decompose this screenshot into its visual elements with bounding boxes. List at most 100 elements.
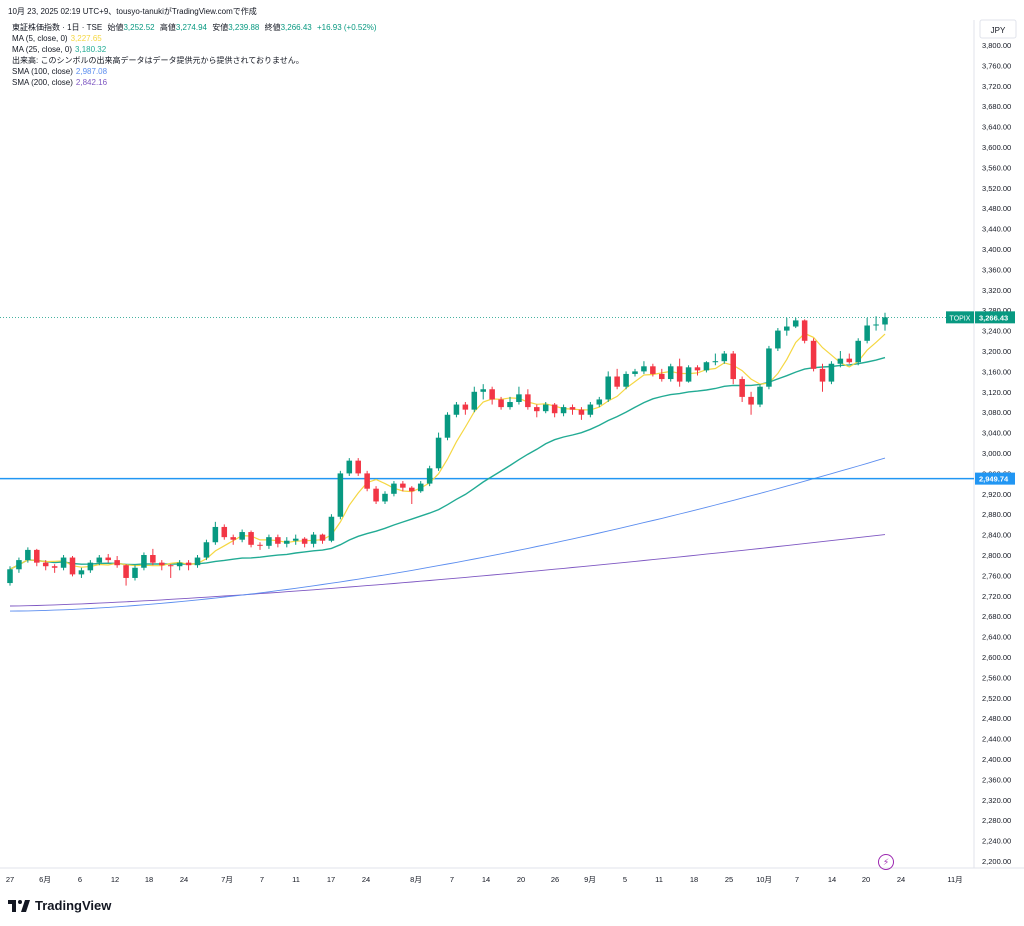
- candle-body: [42, 562, 49, 567]
- y-tick-label: 2,200.00: [982, 857, 1011, 866]
- candle-body: [730, 353, 736, 380]
- candle-body: [739, 379, 745, 397]
- y-tick-label: 3,160.00: [982, 367, 1011, 376]
- candle-body: [212, 526, 219, 543]
- x-tick-label: 24: [180, 875, 188, 884]
- y-tick-label: 2,480.00: [982, 714, 1011, 723]
- high-value: 3,274.94: [175, 23, 207, 32]
- y-tick-label: 3,520.00: [982, 184, 1011, 193]
- candle-body: [712, 361, 719, 363]
- y-tick-label: 3,560.00: [982, 163, 1011, 172]
- y-tick-label: 3,000.00: [982, 449, 1011, 458]
- indicator-ma25-label: MA (25, close, 0): [12, 45, 73, 54]
- tradingview-logo-icon: [8, 899, 30, 912]
- sma200-line: [9, 534, 886, 607]
- y-tick-label: 3,040.00: [982, 429, 1011, 438]
- x-tick-label: 7: [450, 875, 454, 884]
- y-tick-label: 2,720.00: [982, 592, 1011, 601]
- candle-body: [34, 549, 40, 563]
- candle-body: [444, 414, 451, 438]
- change-value: +16.93 (+0.52%): [316, 23, 377, 32]
- x-tick-label: 11月: [947, 875, 962, 884]
- indicator-sma100[interactable]: SMA (100, close) 2,987.08: [12, 66, 377, 77]
- candle-body: [882, 317, 888, 325]
- indicator-sma200-label: SMA (200, close): [12, 78, 73, 87]
- candle-body: [105, 557, 111, 561]
- open-label: 始値: [107, 23, 124, 32]
- close-value: 3,266.43: [280, 23, 312, 32]
- y-tick-label: 3,320.00: [982, 286, 1011, 295]
- candle-body: [587, 404, 594, 415]
- candle-body: [194, 557, 201, 566]
- y-tick-label: 3,200.00: [982, 347, 1011, 356]
- candle-body: [516, 394, 522, 402]
- candle-body: [641, 366, 647, 372]
- last-price-tag: [975, 311, 1015, 324]
- candle-body: [51, 566, 58, 568]
- y-tick-label: 2,520.00: [982, 694, 1011, 703]
- y-tick-label: 2,560.00: [982, 673, 1011, 682]
- candle-body: [203, 542, 210, 558]
- y-tick-label: 2,840.00: [982, 531, 1011, 540]
- candle-body: [292, 538, 299, 541]
- currency-label: JPY: [991, 26, 1006, 35]
- candle-body: [25, 549, 31, 561]
- candle-body: [257, 544, 263, 546]
- x-tick-label: 6: [78, 875, 82, 884]
- x-tick-label: 17: [327, 875, 335, 884]
- candle-body: [16, 560, 22, 570]
- chart-attribution: 10月 23, 2025 02:19 UTC+9、tousyo-tanukiがT…: [8, 7, 257, 16]
- candle-body: [417, 483, 424, 492]
- y-tick-label: 2,920.00: [982, 490, 1011, 499]
- symbol-name[interactable]: 東証株価指数 · 1日 · TSE: [12, 23, 103, 32]
- candle-body: [132, 567, 138, 578]
- y-tick-label: 2,280.00: [982, 816, 1011, 825]
- ma25-line: [9, 356, 886, 570]
- lightning-icon[interactable]: ⚡: [878, 854, 894, 870]
- symbol-ohlc-row[interactable]: 東証株価指数 · 1日 · TSE 始値3,252.52 高値3,274.94 …: [12, 22, 377, 33]
- x-tick-label: 10月: [756, 875, 772, 884]
- y-tick-label: 3,600.00: [982, 143, 1011, 152]
- indicator-volume[interactable]: 出来高: このシンボルの出来高データはデータ提供元から提供されておりません。: [12, 55, 377, 66]
- candle-body: [873, 324, 879, 326]
- y-tick-label: 3,720.00: [982, 82, 1011, 91]
- horizontal-line-price-tag: [975, 472, 1015, 485]
- y-tick-label: 3,760.00: [982, 61, 1011, 70]
- candle-body: [275, 537, 281, 544]
- indicator-ma5-label: MA (5, close, 0): [12, 34, 68, 43]
- candle-body: [96, 557, 103, 563]
- candle-body: [185, 562, 192, 566]
- x-tick-label: 14: [828, 875, 836, 884]
- indicator-ma25[interactable]: MA (25, close, 0) 3,180.32: [12, 44, 377, 55]
- candle-body: [623, 373, 629, 387]
- y-tick-label: 3,480.00: [982, 204, 1011, 213]
- indicator-sma200[interactable]: SMA (200, close) 2,842.16: [12, 77, 377, 88]
- candle-body: [676, 366, 683, 382]
- y-tick-label: 2,360.00: [982, 775, 1011, 784]
- candle-body: [551, 404, 558, 414]
- low-value: 3,239.88: [228, 23, 260, 32]
- candle-body: [471, 391, 478, 410]
- symbol-name-tag-label: TOPIX: [950, 315, 971, 322]
- candle-body: [864, 325, 870, 341]
- open-value: 3,252.52: [123, 23, 155, 32]
- candle-body: [846, 358, 853, 363]
- y-tick-label: 3,080.00: [982, 408, 1011, 417]
- y-tick-label: 2,400.00: [982, 755, 1011, 764]
- candle-body: [801, 320, 808, 341]
- candle-body: [114, 560, 120, 566]
- candle-body: [400, 483, 406, 488]
- candle-body: [667, 366, 674, 380]
- candle-body: [328, 516, 335, 541]
- indicator-ma5[interactable]: MA (5, close, 0) 3,227.65: [12, 33, 377, 44]
- y-tick-label: 3,400.00: [982, 245, 1011, 254]
- indicator-sma200-value: 2,842.16: [75, 78, 108, 87]
- candle-body: [498, 399, 504, 408]
- candle-body: [819, 368, 826, 382]
- candle-body: [828, 363, 835, 382]
- candle-body: [409, 487, 415, 492]
- candle-body: [578, 409, 585, 415]
- x-tick-label: 20: [517, 875, 525, 884]
- candle-body: [480, 389, 486, 392]
